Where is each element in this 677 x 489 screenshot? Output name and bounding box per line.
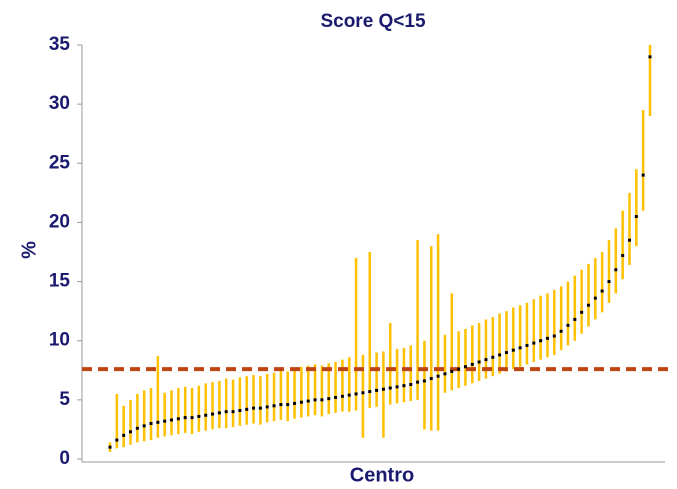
point — [450, 369, 454, 373]
chart-title: Score Q<15 — [320, 11, 426, 32]
point — [224, 410, 228, 414]
point — [504, 351, 508, 355]
point — [299, 400, 303, 404]
point — [586, 303, 590, 307]
point — [422, 379, 426, 383]
point — [491, 355, 495, 359]
point — [484, 358, 488, 362]
y-tick-label: 0 — [59, 448, 70, 469]
point — [286, 403, 290, 407]
point — [559, 329, 563, 333]
point — [600, 289, 604, 293]
point — [108, 445, 112, 449]
y-tick-label: 25 — [49, 152, 71, 173]
point — [327, 397, 331, 401]
point — [135, 426, 139, 430]
point — [368, 390, 372, 394]
point — [395, 385, 399, 389]
point — [265, 405, 269, 409]
point — [361, 391, 365, 395]
point — [627, 238, 631, 242]
point — [402, 384, 406, 388]
point — [381, 387, 385, 391]
point — [416, 380, 420, 384]
point — [648, 55, 652, 59]
point — [477, 360, 481, 364]
y-tick-label: 35 — [49, 34, 71, 55]
point — [183, 416, 187, 420]
point — [211, 412, 215, 416]
point — [204, 413, 208, 417]
point — [463, 365, 467, 369]
point — [197, 414, 201, 418]
point — [641, 173, 645, 177]
point — [375, 388, 379, 392]
point — [163, 419, 167, 423]
point — [306, 399, 310, 403]
point — [511, 348, 515, 352]
point — [443, 372, 447, 376]
point — [279, 403, 283, 407]
point — [388, 386, 392, 390]
point — [498, 353, 502, 357]
point — [142, 424, 146, 428]
point — [320, 398, 324, 402]
point — [621, 254, 625, 258]
point — [149, 422, 153, 426]
point — [607, 280, 611, 284]
point — [115, 438, 119, 442]
point — [293, 401, 297, 405]
point — [238, 409, 242, 413]
x-axis-label: Centro — [350, 464, 414, 486]
point — [252, 406, 256, 410]
point — [122, 433, 126, 437]
point — [545, 336, 549, 340]
y-tick-label: 15 — [49, 271, 71, 292]
point — [190, 416, 194, 420]
point — [470, 362, 474, 366]
y-tick-label: 5 — [59, 389, 70, 410]
point — [313, 398, 317, 402]
point — [170, 418, 174, 422]
point — [347, 393, 351, 397]
point — [272, 404, 276, 408]
point — [340, 394, 344, 398]
point — [176, 417, 180, 421]
point — [409, 382, 413, 386]
point — [614, 268, 618, 272]
point — [573, 317, 577, 321]
point — [539, 339, 543, 343]
point — [552, 334, 556, 338]
y-tick-label: 10 — [49, 330, 70, 351]
point — [129, 430, 133, 434]
point — [156, 420, 160, 424]
point — [245, 407, 249, 411]
point — [231, 410, 235, 414]
point — [532, 341, 536, 345]
point — [217, 411, 221, 415]
point — [525, 343, 529, 347]
y-tick-label: 30 — [49, 93, 70, 114]
point — [518, 346, 522, 350]
point — [593, 296, 597, 300]
y-tick-label: 20 — [49, 211, 70, 232]
point — [334, 395, 338, 399]
y-axis-label: % — [18, 241, 40, 259]
point — [436, 374, 440, 378]
point — [429, 377, 433, 381]
point — [457, 367, 461, 371]
point — [258, 406, 262, 410]
point — [580, 310, 584, 314]
point — [566, 323, 570, 327]
point — [634, 215, 638, 219]
point — [354, 392, 358, 396]
